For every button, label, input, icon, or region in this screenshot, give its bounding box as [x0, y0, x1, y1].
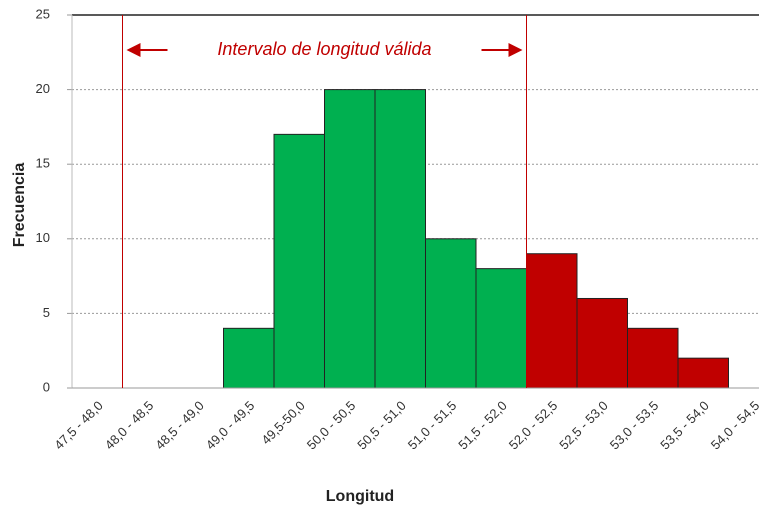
- x-tick-label: 49,0 - 49,5: [203, 398, 258, 453]
- arrow-head: [508, 43, 523, 57]
- bar: [627, 327, 679, 389]
- x-tick-label: 50,0 - 50,5: [304, 398, 359, 453]
- x-tick-label: 53,0 - 53,5: [607, 398, 662, 453]
- bar: [425, 238, 477, 389]
- bar: [677, 357, 729, 389]
- y-tick-label: 5: [43, 305, 50, 320]
- x-tick-label: 52,5 - 53,0: [556, 398, 611, 453]
- bar: [526, 253, 578, 389]
- y-tick-label: 15: [36, 156, 50, 171]
- x-tick-label: 49,5-50,0: [258, 398, 307, 447]
- y-tick-label: 25: [36, 6, 50, 21]
- x-tick-label: 47,5 - 48,0: [51, 398, 106, 453]
- bar: [273, 133, 325, 389]
- bar: [374, 89, 426, 389]
- x-tick-label: 48,0 - 48,5: [102, 398, 157, 453]
- x-axis-title: Longitud: [326, 488, 394, 505]
- y-tick-label: 20: [36, 81, 50, 96]
- y-tick-label: 10: [36, 230, 50, 245]
- annotation: Intervalo de longitud válida: [217, 39, 431, 59]
- y-tick-label: 0: [43, 379, 50, 394]
- x-tick-label: 54,0 - 54,5: [708, 398, 761, 453]
- x-tick-label: 48,5 - 49,0: [152, 398, 207, 453]
- bar: [576, 297, 628, 389]
- bar: [223, 327, 275, 389]
- bar: [324, 89, 376, 389]
- arrow-head: [126, 43, 141, 57]
- x-tick-label: 50,5 - 51,0: [354, 398, 409, 453]
- x-tick-label: 51,0 - 51,5: [405, 398, 460, 453]
- x-tick-label: 53,5 - 54,0: [657, 398, 712, 453]
- y-axis-title: Frecuencia: [11, 163, 28, 248]
- x-tick-label: 52,0 - 52,5: [506, 398, 561, 453]
- x-tick-label: 51,5 - 52,0: [455, 398, 510, 453]
- bar: [475, 268, 527, 389]
